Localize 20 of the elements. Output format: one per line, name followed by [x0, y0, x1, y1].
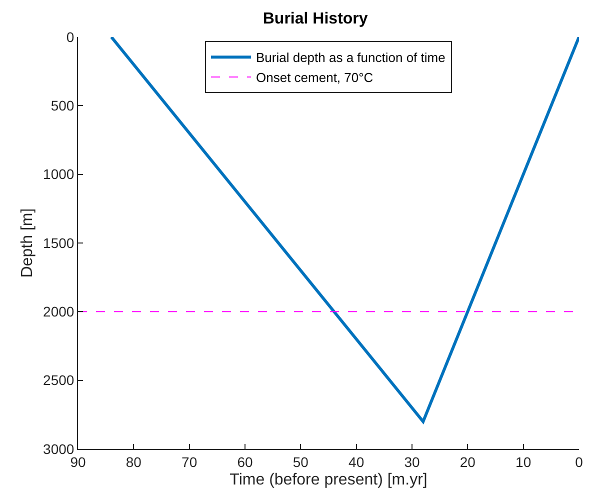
x-axis-title: Time (before present) [m.yr] [230, 472, 428, 488]
y-tick-label: 0 [66, 28, 74, 45]
legend-label: Burial depth as a function of time [256, 50, 446, 66]
x-tick-label: 60 [237, 454, 253, 470]
x-tick-label: 80 [126, 454, 142, 470]
x-tick-label: 10 [516, 454, 532, 470]
x-tick-label: 30 [404, 454, 420, 470]
chart-title: Burial History [262, 10, 368, 28]
y-axis-title: Depth [m] [18, 208, 36, 278]
y-tick-label: 1500 [43, 234, 74, 251]
x-tick-label: 40 [348, 454, 364, 470]
x-tick-label: 50 [292, 454, 309, 470]
y-tick-label: 2500 [43, 372, 74, 388]
x-tick-label: 20 [460, 454, 476, 470]
legend-label: Onset cement, 70°C [256, 70, 374, 86]
y-tick-label: 2000 [43, 304, 74, 320]
x-tick-label: 70 [182, 454, 198, 470]
y-tick-label: 500 [50, 98, 74, 114]
y-tick-label: 1000 [43, 166, 74, 182]
x-tick-label: 0 [575, 454, 584, 470]
